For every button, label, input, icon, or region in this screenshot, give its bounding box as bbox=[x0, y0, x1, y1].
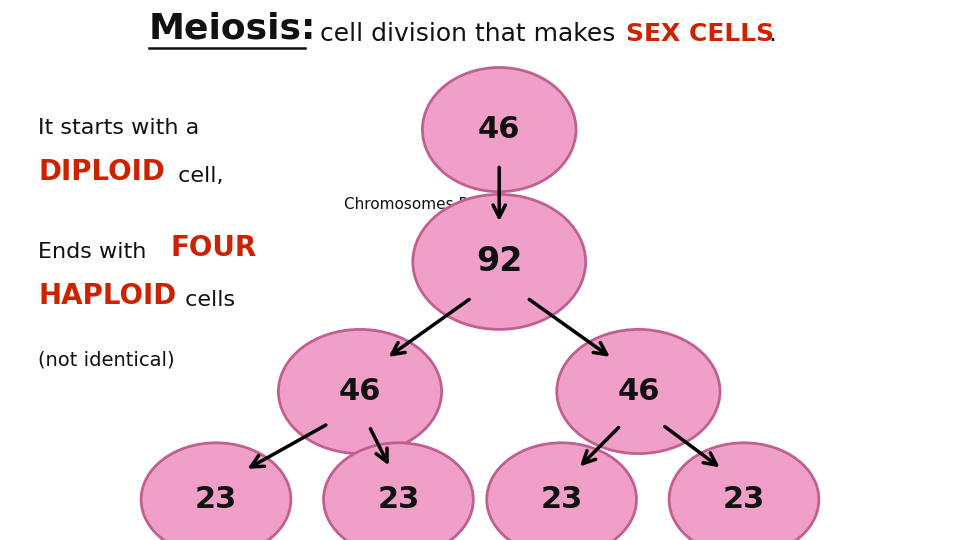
Text: cell,: cell, bbox=[171, 166, 224, 186]
Ellipse shape bbox=[324, 443, 473, 540]
Ellipse shape bbox=[487, 443, 636, 540]
Ellipse shape bbox=[557, 329, 720, 454]
Ellipse shape bbox=[278, 329, 442, 454]
Text: 23: 23 bbox=[723, 485, 765, 514]
Text: It starts with a: It starts with a bbox=[38, 118, 200, 138]
Text: Meiosis:: Meiosis: bbox=[149, 12, 316, 46]
Text: 46: 46 bbox=[617, 377, 660, 406]
Text: cells: cells bbox=[178, 291, 235, 310]
Text: DIPLOID: DIPLOID bbox=[38, 158, 165, 186]
Text: HAPLOID: HAPLOID bbox=[38, 282, 177, 310]
Text: SEX CELLS: SEX CELLS bbox=[626, 22, 774, 46]
Text: 23: 23 bbox=[540, 485, 583, 514]
Ellipse shape bbox=[422, 68, 576, 192]
Text: 23: 23 bbox=[377, 485, 420, 514]
Text: Chromosomes Replicate: Chromosomes Replicate bbox=[344, 197, 529, 212]
Text: Ends with: Ends with bbox=[38, 242, 154, 262]
Text: (not identical): (not identical) bbox=[38, 351, 175, 370]
Text: .: . bbox=[768, 22, 776, 46]
Text: FOUR: FOUR bbox=[171, 234, 257, 262]
Text: 46: 46 bbox=[478, 115, 520, 144]
Ellipse shape bbox=[669, 443, 819, 540]
Text: 46: 46 bbox=[339, 377, 381, 406]
Text: cell division that makes: cell division that makes bbox=[312, 22, 623, 46]
Text: 23: 23 bbox=[195, 485, 237, 514]
Ellipse shape bbox=[141, 443, 291, 540]
Ellipse shape bbox=[413, 194, 586, 329]
Text: 92: 92 bbox=[476, 245, 522, 279]
